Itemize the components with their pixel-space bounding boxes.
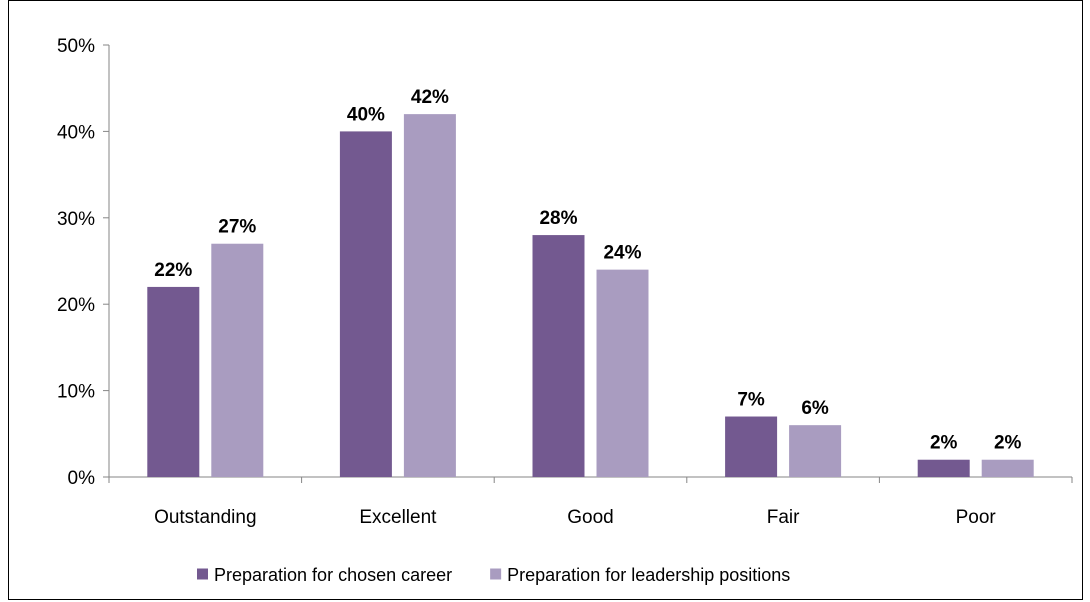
axes: 0% 10% 20% 30% 40% 50% Outstanding Excellent Goo… (57, 36, 1073, 528)
x-category-label: Excellent (359, 507, 437, 528)
legend-label: Preparation for leadership positions (507, 565, 790, 585)
data-label: 27% (218, 217, 256, 238)
bar (532, 235, 585, 477)
data-label: 7% (737, 390, 765, 411)
y-tick-label: 40% (57, 122, 95, 143)
data-label: 28% (539, 208, 577, 229)
bar (339, 131, 392, 477)
y-tick-label: 30% (57, 209, 95, 230)
bars (147, 114, 1034, 478)
data-label: 24% (603, 243, 641, 264)
bar (789, 425, 842, 477)
bar (596, 269, 649, 477)
bar (725, 416, 778, 477)
y-tick-label: 20% (57, 295, 95, 316)
x-category-label: Poor (956, 507, 997, 528)
legend-swatch (490, 568, 502, 580)
y-tick-label: 10% (57, 382, 95, 403)
data-label: 2% (994, 433, 1022, 454)
bar (211, 243, 264, 477)
legend-swatch (197, 568, 208, 580)
x-category-label: Outstanding (154, 507, 256, 528)
y-tick-label: 50% (57, 36, 95, 57)
bar (147, 286, 200, 477)
data-label: 6% (801, 398, 829, 419)
bar (403, 114, 456, 478)
x-category-label: Good (567, 507, 613, 528)
data-label: 2% (930, 433, 958, 454)
bar (917, 459, 970, 477)
data-label: 22% (154, 260, 192, 281)
y-tick-label: 0% (68, 468, 96, 489)
data-label: 42% (411, 87, 449, 108)
legend-label: Preparation for chosen career (214, 565, 452, 585)
bar (981, 459, 1034, 477)
legend: Preparation for chosen career Preparation… (197, 565, 790, 585)
data-labels: 22% 27% 40% 42% 28% 24% 7% 6% 2% 2% (154, 87, 1021, 454)
data-label: 40% (347, 104, 385, 125)
x-category-label: Fair (767, 507, 800, 528)
